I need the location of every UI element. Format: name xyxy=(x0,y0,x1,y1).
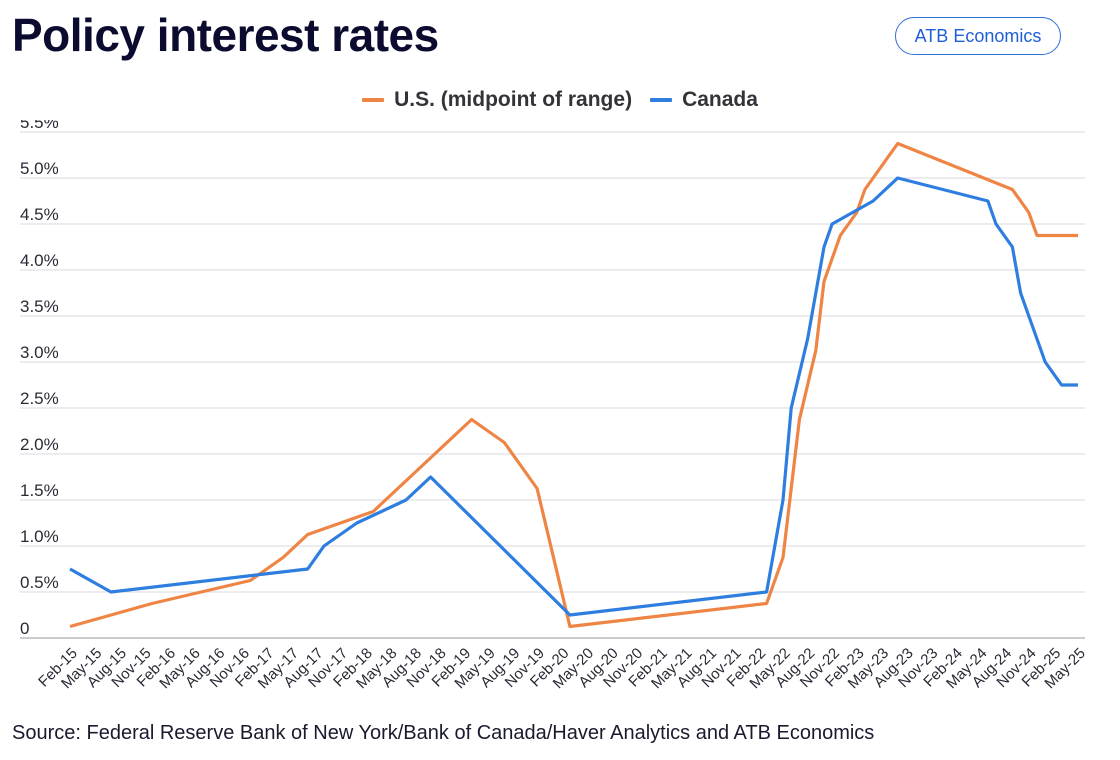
legend-item-us[interactable]: U.S. (midpoint of range) xyxy=(362,88,632,112)
legend-swatch-canada xyxy=(650,98,673,102)
y-tick-label: 5.5% xyxy=(20,120,59,132)
series-line-canada[interactable] xyxy=(69,176,1078,617)
legend-item-canada[interactable]: Canada xyxy=(650,88,758,112)
y-tick-label: 2.5% xyxy=(20,389,59,408)
source-note: Source: Federal Reserve Bank of New York… xyxy=(12,722,875,744)
y-tick-label: 4.0% xyxy=(20,251,59,270)
legend-swatch-us xyxy=(362,98,385,102)
y-tick-label: 1.5% xyxy=(20,481,59,500)
y-tick-label: 5.0% xyxy=(20,159,59,178)
y-tick-label: 4.5% xyxy=(20,205,59,224)
atb-economics-badge[interactable]: ATB Economics xyxy=(895,17,1061,55)
chart-legend: U.S. (midpoint of range) Canada xyxy=(0,88,1120,112)
series-line-us[interactable] xyxy=(69,141,1078,629)
y-tick-label: 3.0% xyxy=(20,343,59,362)
line-chart: 0 0.5% 1.0% 1.5% 2.0% 2.5% 3.0% 3.5% 4.0% 4.5% 5.0… xyxy=(20,120,1089,692)
y-tick-label: 1.0% xyxy=(20,527,59,546)
legend-label-us: U.S. (midpoint of range) xyxy=(394,88,633,111)
page-title: Policy interest rates xyxy=(12,9,439,61)
y-tick-label: 2.0% xyxy=(20,435,59,454)
legend-label-canada: Canada xyxy=(682,88,758,111)
y-tick-label: 0 xyxy=(20,619,29,638)
y-tick-label: 3.5% xyxy=(20,297,59,316)
y-tick-label: 0.5% xyxy=(20,573,59,592)
